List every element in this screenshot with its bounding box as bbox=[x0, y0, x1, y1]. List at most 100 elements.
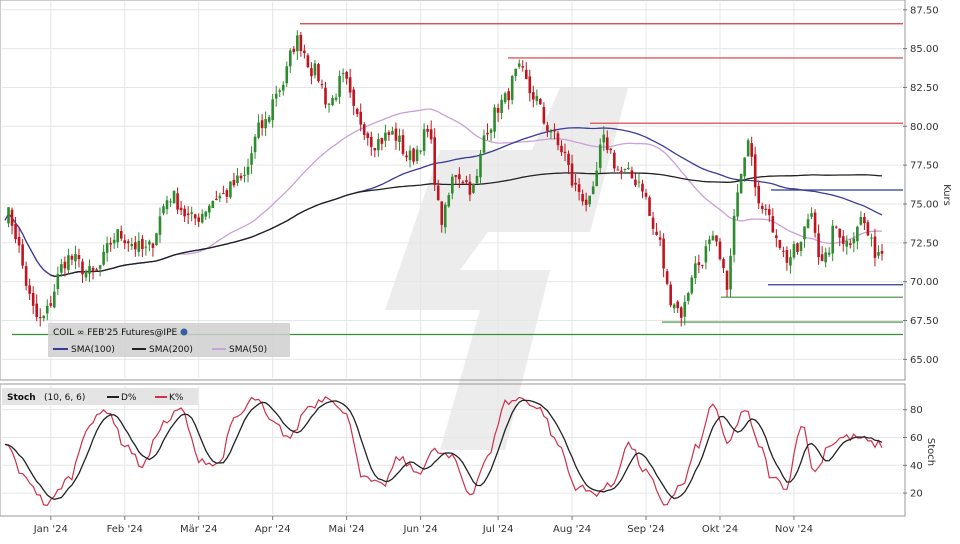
candle bbox=[715, 235, 718, 247]
candle bbox=[701, 264, 704, 269]
candle bbox=[482, 129, 486, 155]
candle bbox=[211, 200, 215, 209]
candle bbox=[134, 236, 137, 257]
candle bbox=[824, 247, 827, 268]
candle bbox=[215, 190, 218, 201]
candle bbox=[7, 207, 10, 228]
candle bbox=[507, 88, 510, 110]
stoch-d-line bbox=[4, 399, 883, 500]
candle bbox=[775, 229, 778, 248]
candle bbox=[524, 62, 528, 80]
candle bbox=[729, 248, 732, 298]
candle bbox=[803, 226, 806, 248]
legend-title: COIL ∞ FEB'25 Futures@IPE bbox=[53, 328, 178, 338]
candle bbox=[299, 32, 303, 57]
candle bbox=[436, 179, 440, 201]
candle bbox=[352, 86, 355, 116]
stoch-lines bbox=[4, 395, 883, 507]
candle bbox=[591, 181, 595, 195]
legend-k[interactable]: K% bbox=[169, 393, 184, 403]
candle bbox=[137, 232, 141, 257]
candle bbox=[546, 121, 549, 137]
candle bbox=[778, 239, 782, 250]
candle bbox=[91, 265, 95, 280]
candle bbox=[845, 235, 849, 255]
candle bbox=[736, 183, 739, 221]
candle bbox=[63, 256, 67, 277]
stoch-tick-label: 60 bbox=[910, 433, 923, 444]
candle bbox=[834, 225, 838, 229]
candle bbox=[35, 294, 38, 322]
candle bbox=[204, 210, 208, 220]
candle bbox=[236, 167, 239, 187]
candle bbox=[116, 228, 120, 248]
candle bbox=[320, 79, 324, 89]
candle bbox=[486, 123, 489, 141]
candle bbox=[662, 233, 665, 278]
x-tick-label: Jul '24 bbox=[482, 524, 514, 535]
candle bbox=[369, 131, 373, 156]
candle bbox=[782, 246, 785, 258]
candle bbox=[264, 111, 267, 136]
candle bbox=[362, 122, 366, 140]
candle bbox=[193, 213, 197, 226]
candle bbox=[21, 239, 24, 269]
stoch-tick-label: 20 bbox=[910, 489, 923, 500]
candle bbox=[169, 198, 172, 207]
candle bbox=[616, 165, 620, 171]
candle bbox=[183, 205, 186, 223]
candle bbox=[144, 239, 148, 256]
candle bbox=[560, 140, 563, 156]
stoch-grid bbox=[2, 386, 902, 514]
candle bbox=[570, 154, 574, 188]
candle bbox=[757, 180, 761, 210]
x-tick-label: Okt '24 bbox=[702, 524, 738, 535]
candle bbox=[623, 168, 627, 175]
candles bbox=[7, 30, 884, 327]
info-icon[interactable] bbox=[180, 328, 188, 336]
y-tick-label: 82.50 bbox=[910, 83, 939, 94]
candle bbox=[584, 192, 588, 212]
candle bbox=[327, 102, 331, 113]
candle bbox=[271, 94, 274, 128]
candle bbox=[451, 173, 454, 200]
candle bbox=[239, 172, 243, 181]
candle bbox=[387, 130, 391, 141]
svg-text:SMA(100): SMA(100) bbox=[71, 345, 115, 355]
candle bbox=[42, 315, 46, 322]
candle bbox=[348, 68, 352, 98]
candle bbox=[665, 268, 669, 286]
legend-d[interactable]: D% bbox=[121, 393, 137, 403]
candle bbox=[838, 228, 842, 247]
candle bbox=[722, 257, 725, 274]
candle bbox=[394, 122, 398, 150]
candle bbox=[141, 234, 144, 258]
candle bbox=[288, 48, 292, 73]
candle bbox=[708, 235, 711, 252]
legend-sma50[interactable]: SMA(50) bbox=[212, 345, 267, 355]
candle bbox=[274, 85, 278, 107]
candle bbox=[426, 124, 429, 138]
candle bbox=[697, 254, 701, 274]
candle bbox=[53, 284, 56, 309]
candle bbox=[197, 213, 201, 227]
candle bbox=[246, 158, 250, 183]
candle bbox=[577, 178, 581, 201]
watermark-logo bbox=[385, 88, 628, 450]
candle bbox=[162, 203, 165, 216]
legend-sma200[interactable]: SMA(200) bbox=[132, 345, 193, 355]
candle bbox=[45, 299, 49, 321]
candle bbox=[243, 166, 246, 183]
candle bbox=[38, 308, 42, 327]
candle bbox=[331, 95, 334, 107]
candle bbox=[109, 237, 112, 252]
candle bbox=[627, 162, 630, 170]
y-tick-label: 67.50 bbox=[910, 316, 939, 327]
y-tick-label: 87.50 bbox=[910, 5, 939, 16]
legend-sma100[interactable]: SMA(100) bbox=[53, 345, 115, 355]
candle bbox=[711, 230, 715, 241]
candle bbox=[306, 53, 310, 69]
candle bbox=[637, 173, 641, 188]
candle bbox=[95, 267, 98, 271]
